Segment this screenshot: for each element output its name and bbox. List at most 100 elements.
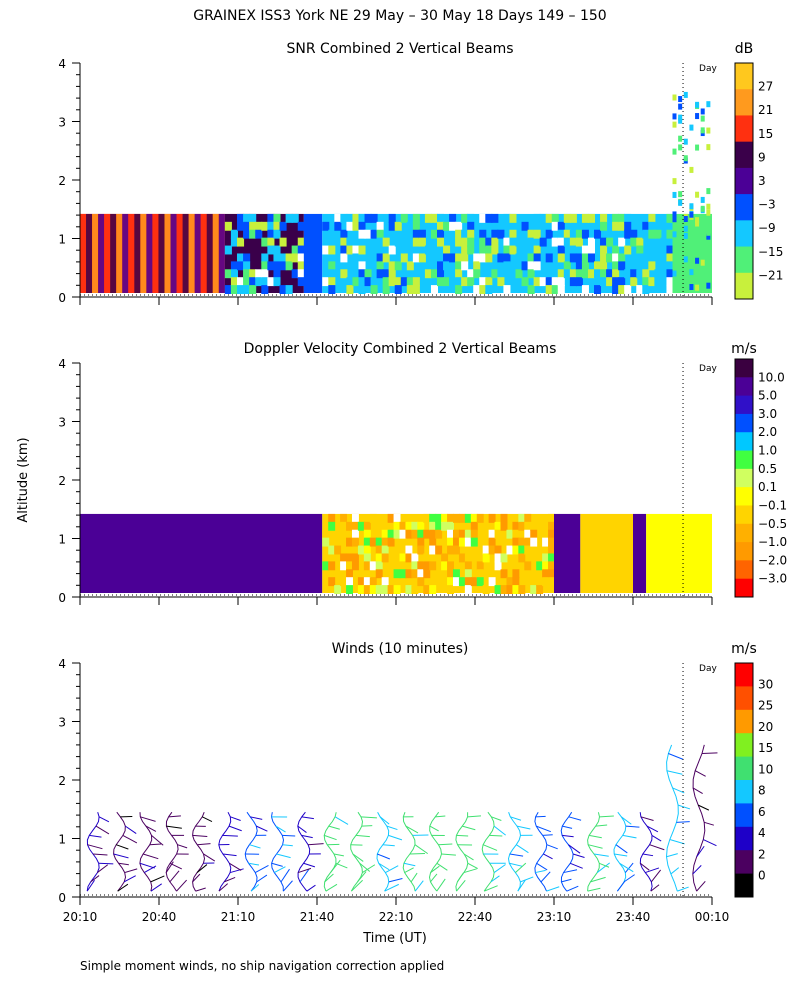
data-cell — [297, 237, 305, 247]
data-cell — [485, 253, 493, 263]
data-cell — [92, 213, 99, 293]
data-cell — [524, 545, 532, 555]
wind-barb — [677, 886, 689, 892]
wind-barb — [587, 887, 601, 892]
data-cell — [473, 261, 481, 271]
data-cell — [273, 253, 281, 263]
data-cell — [357, 577, 365, 587]
page-title: GRAINEX ISS3 York NE 29 May – 30 May 18 … — [193, 8, 606, 24]
data-segment — [646, 513, 712, 593]
wind-barb — [593, 853, 609, 857]
wind-barb — [563, 869, 578, 874]
data-cell — [449, 221, 457, 231]
wind-barb — [123, 875, 136, 883]
data-cell — [476, 513, 484, 523]
data-cell — [363, 537, 371, 547]
data-cell — [346, 569, 353, 579]
data-cell — [376, 229, 384, 239]
data-cell — [695, 101, 700, 108]
wind-barb — [562, 825, 573, 829]
data-cell — [418, 253, 426, 263]
data-cell — [563, 237, 571, 247]
data-cell — [575, 269, 583, 279]
data-cell — [417, 569, 425, 579]
wind-barb — [165, 861, 174, 873]
data-cell — [405, 585, 413, 594]
data-cell — [689, 166, 694, 173]
data-cell — [423, 529, 431, 539]
data-cell — [340, 513, 348, 523]
data-cell — [279, 285, 287, 294]
data-cell — [512, 545, 520, 555]
data-cell — [387, 537, 395, 547]
data-cell — [261, 269, 269, 279]
data-cell — [224, 269, 232, 279]
wind-barb — [436, 878, 446, 892]
data-cell — [624, 221, 632, 231]
data-cell — [706, 144, 711, 151]
data-cell — [600, 253, 608, 263]
data-cell — [636, 285, 644, 294]
colorbar-label: 25 — [758, 699, 773, 713]
data-cell — [363, 585, 371, 594]
data-cell — [249, 269, 257, 279]
data-cell — [521, 261, 529, 271]
data-cell — [569, 277, 577, 287]
data-cell — [417, 545, 425, 555]
data-cell — [706, 282, 711, 289]
data-cell — [430, 261, 438, 271]
data-cell — [533, 213, 541, 223]
data-cell — [424, 245, 432, 255]
data-cell — [618, 213, 626, 223]
wind-barb — [249, 844, 261, 849]
data-cell — [527, 237, 535, 247]
data-cell — [375, 545, 383, 555]
y-tick-label: 1 — [58, 233, 66, 247]
wind-barb — [456, 872, 464, 883]
wind-barb — [275, 825, 286, 833]
wind-barb — [625, 825, 640, 828]
data-cell — [666, 245, 674, 255]
data-cell — [494, 561, 502, 571]
data-cell — [464, 585, 472, 594]
colorbar-label: 20 — [758, 720, 773, 734]
data-cell — [279, 261, 287, 271]
data-cell — [417, 529, 425, 539]
wind-barb — [222, 853, 237, 857]
data-cell — [506, 529, 514, 539]
wind-barb — [456, 834, 469, 837]
data-cell — [689, 203, 694, 210]
wind-barb — [703, 839, 717, 847]
wind-barb — [388, 834, 403, 841]
data-cell — [491, 237, 499, 247]
y-tick-label: 0 — [58, 891, 66, 905]
wind-barb — [223, 876, 236, 883]
wind-profile — [192, 812, 206, 892]
data-cell — [430, 229, 438, 239]
data-cell — [436, 213, 445, 223]
data-cell — [689, 283, 694, 290]
wind-barb — [282, 880, 293, 892]
data-cell — [405, 529, 413, 539]
data-cell — [443, 277, 451, 287]
data-cell — [236, 221, 245, 231]
data-cell — [548, 569, 555, 579]
data-cell — [441, 521, 449, 531]
wind-barb — [619, 862, 634, 873]
data-cell — [648, 213, 656, 223]
data-cell — [488, 513, 496, 523]
wind-barb — [256, 825, 268, 832]
data-cell — [334, 213, 342, 223]
wind-barb — [701, 752, 718, 755]
wind-barb — [622, 834, 637, 839]
colorbar-swatch — [735, 89, 753, 116]
wind-barb — [388, 878, 403, 883]
data-cell — [243, 229, 251, 239]
data-cell — [524, 561, 532, 571]
data-cell — [500, 569, 508, 579]
data-cell — [128, 213, 135, 293]
data-cell — [666, 253, 674, 263]
data-cell — [358, 229, 366, 239]
data-cell — [411, 561, 419, 571]
data-cell — [357, 545, 365, 555]
